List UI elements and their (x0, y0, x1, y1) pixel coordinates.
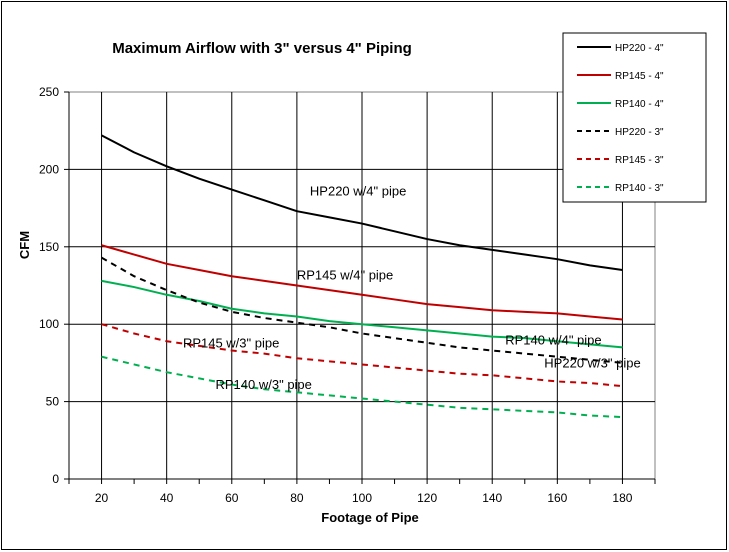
chart-title: Maximum Airflow with 3" versus 4" Piping (112, 40, 412, 57)
gridlines (64, 91, 656, 484)
series-line (101, 134, 623, 272)
legend-label: RP140 - 3" (615, 183, 664, 194)
x-tick-label: 80 (290, 491, 304, 505)
series-annotation: HP220 w/3" pipe (544, 356, 640, 371)
series-annotation: RP145 w/3" pipe (183, 335, 279, 350)
y-tick-label: 150 (39, 240, 59, 254)
x-tick-label: 140 (482, 491, 502, 505)
legend: HP220 - 4" RP145 - 4" RP140 - 4" HP220 - 3"… (562, 32, 707, 203)
y-tick-label: 200 (39, 162, 59, 176)
series-annotation: HP220 w/4" pipe (310, 184, 406, 199)
x-tick-label: 100 (352, 491, 372, 505)
y-tick-label: 50 (46, 395, 60, 409)
x-tick-label: 40 (160, 491, 174, 505)
x-tick-labels: 20 40 60 80 100 120 140 160 180 (95, 491, 633, 505)
y-tick-label: 250 (39, 85, 59, 99)
x-tick-label: 180 (612, 491, 632, 505)
x-tick-label: 160 (547, 491, 567, 505)
series-line (101, 323, 623, 388)
series-line (101, 244, 623, 321)
series-line (101, 355, 623, 419)
y-tick-label: 100 (39, 317, 59, 331)
y-axis-title: CFM (17, 231, 32, 259)
legend-label: HP220 - 4" (615, 43, 664, 54)
legend-label: RP140 - 4" (615, 99, 664, 110)
series-lines (101, 134, 623, 419)
series-line (101, 279, 623, 349)
x-axis-title: Footage of Pipe (321, 510, 419, 525)
legend-label: RP145 - 4" (615, 71, 664, 82)
legend-label: HP220 - 3" (615, 127, 664, 138)
x-tick-label: 120 (417, 491, 437, 505)
series-annotation: RP140 w/3" pipe (216, 377, 312, 392)
legend-label: RP145 - 3" (615, 155, 664, 166)
y-tick-labels: 0 50 100 150 200 250 (39, 85, 59, 486)
series-annotations: HP220 w/4" pipe RP145 w/4" pipe RP140 w/4"… (183, 184, 641, 393)
x-tick-label: 20 (95, 491, 109, 505)
y-tick-label: 0 (52, 472, 59, 486)
x-tick-label: 60 (225, 491, 239, 505)
series-annotation: RP145 w/4" pipe (297, 267, 393, 282)
legend-box (562, 32, 707, 203)
series-annotation: RP140 w/4" pipe (505, 332, 601, 347)
